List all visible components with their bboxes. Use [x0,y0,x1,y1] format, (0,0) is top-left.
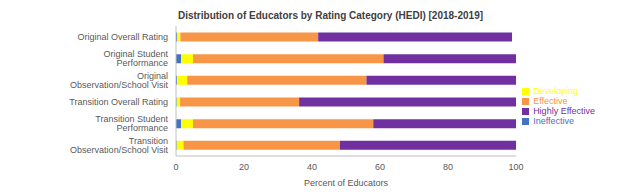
svg-text:Percent of Educators: Percent of Educators [304,178,389,188]
html-text:Ineffective: Ineffective [533,116,574,126]
svg-text:100: 100 [509,162,524,172]
html-text:Distribution of Educators by R: Distribution of Educators by Rating Cate… [178,10,483,21]
svg-text:OriginalObservation/School Vis: OriginalObservation/School Visit [70,71,168,90]
svg-text:20: 20 [239,162,249,172]
svg-text:0: 0 [173,162,178,172]
svg-text:TransitionObservation/School V: TransitionObservation/School Visit [70,136,168,155]
svg-text:60: 60 [375,162,385,172]
svg-text:Transition Overall Rating: Transition Overall Rating [69,97,168,107]
svg-text:40: 40 [307,162,317,172]
svg-text:Transition StudentPerformance: Transition StudentPerformance [95,114,168,133]
svg-text:Original StudentPerformance: Original StudentPerformance [103,49,168,68]
html-text:Highly Effective: Highly Effective [533,106,595,116]
svg-text:Original Overall Rating: Original Overall Rating [77,32,168,42]
svg-text:80: 80 [443,162,453,172]
html-text:Developing: Developing [533,86,579,96]
html-text:Effective: Effective [533,96,568,106]
